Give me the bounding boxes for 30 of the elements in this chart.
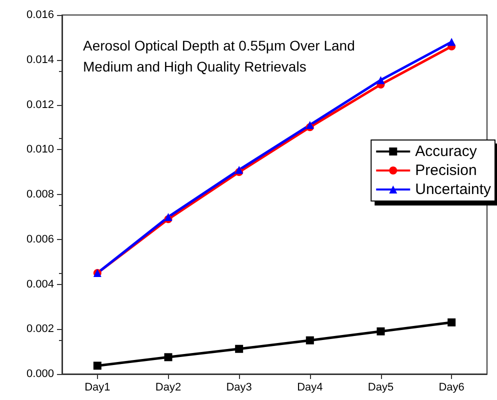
y-tick-label: 0.008 xyxy=(26,188,54,200)
text: Aerosol Optical Depth at 0.55µm Over Land Medium and High Quality Retrievals xyxy=(83,38,355,74)
y-tick-label: 0.012 xyxy=(26,98,54,111)
x-tick-label: Day2 xyxy=(155,382,182,394)
y-tick-label: 0.004 xyxy=(26,278,54,290)
point xyxy=(306,120,314,129)
point xyxy=(376,76,385,84)
x-tick-label: Day6 xyxy=(438,382,464,394)
y-tick-label: 0.016 xyxy=(26,9,54,21)
y-tick-label: 0.014 xyxy=(26,54,54,66)
legend-label: Precision xyxy=(415,162,477,179)
point xyxy=(235,166,244,174)
point xyxy=(93,362,102,370)
point xyxy=(448,38,456,46)
x-tick-label: Day3 xyxy=(226,382,252,394)
y-tick-label: 0.000 xyxy=(26,368,54,380)
y-tick-label: 0.006 xyxy=(26,233,54,246)
y-tick-label: 0.002 xyxy=(26,323,54,336)
point xyxy=(235,344,244,353)
point xyxy=(448,318,456,326)
point xyxy=(164,212,172,221)
x-tick-label: Day5 xyxy=(368,382,394,394)
x-tick-label: Day4 xyxy=(297,382,323,394)
legend-label: Uncertainty xyxy=(415,181,492,198)
legend-label: Accuracy xyxy=(415,143,478,160)
point xyxy=(376,327,385,336)
y-tick-label: 0.010 xyxy=(26,144,54,156)
x-tick-label: Day1 xyxy=(84,382,110,394)
point xyxy=(164,353,172,362)
point xyxy=(306,336,314,344)
